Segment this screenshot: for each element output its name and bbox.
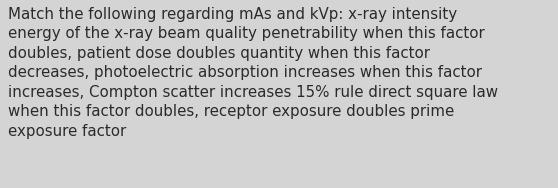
Text: Match the following regarding mAs and kVp: x-ray intensity
energy of the x-ray b: Match the following regarding mAs and kV… — [8, 7, 498, 139]
